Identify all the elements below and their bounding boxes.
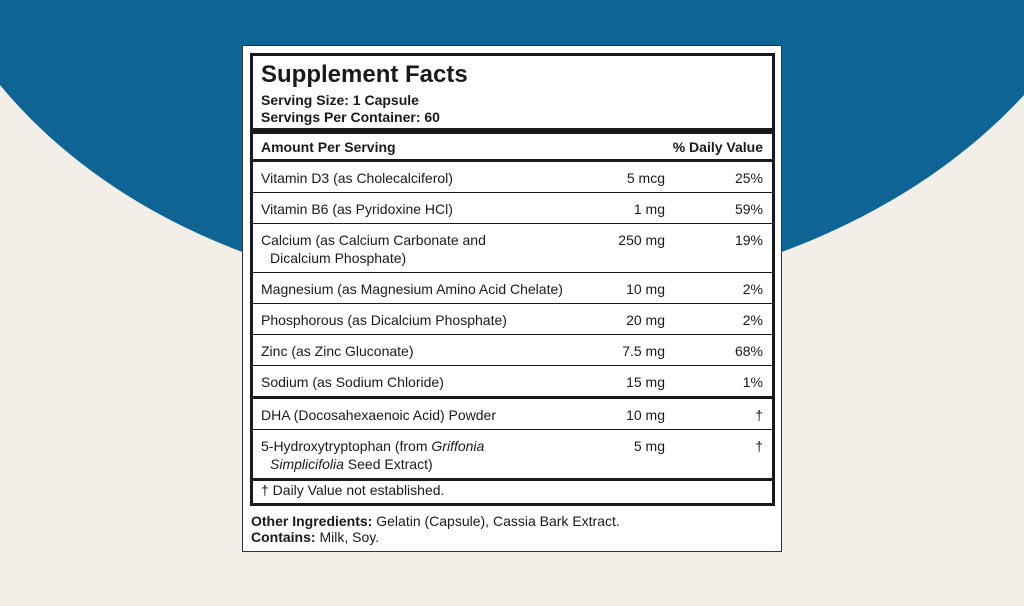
ingredient-name: Zinc (as Zinc Gluconate) [261, 342, 414, 360]
daily-value: 1% [742, 374, 763, 390]
name-italic: Simplicifolia [270, 456, 344, 472]
rule [253, 159, 772, 162]
amount: 10 mg [626, 281, 665, 297]
amount: 7.5 mg [622, 343, 665, 359]
name-italic: Griffonia [431, 438, 485, 454]
row-rule [253, 429, 772, 430]
other-label: Other Ingredients: [251, 513, 373, 529]
name-text: Zinc (as Zinc Gluconate) [261, 343, 414, 359]
name-text: Dicalcium Phosphate) [270, 250, 407, 266]
daily-value: 68% [734, 343, 763, 359]
row-rule [253, 272, 772, 273]
name-text: Seed Extract) [343, 456, 433, 472]
ingredient-name: Vitamin D3 (as Cholecalciferol) [261, 169, 453, 187]
name-text: Calcium (as Calcium Carbonate and [261, 232, 486, 248]
ingredient-name: Calcium (as Calcium Carbonate and [261, 231, 486, 249]
amount: 20 mg [626, 312, 665, 328]
name-text: Magnesium (as Magnesium Amino Acid Chela… [261, 281, 563, 297]
name-text: Sodium (as Sodium Chloride) [261, 374, 444, 390]
thick-rule [253, 396, 772, 399]
serving-size: Serving Size: 1 Capsule [261, 92, 419, 108]
daily-value: 19% [734, 232, 763, 248]
row-rule [253, 303, 772, 304]
row-rule [253, 334, 772, 335]
ingredient-name: Simplicifolia Seed Extract) [270, 455, 433, 473]
ingredient-name: Phosphorous (as Dicalcium Phosphate) [261, 311, 507, 329]
ingredient-name: DHA (Docosahexaenoic Acid) Powder [261, 406, 496, 424]
row-rule [253, 223, 772, 224]
ingredient-name: Vitamin B6 (as Pyridoxine HCl) [261, 200, 453, 218]
amount: 1 mg [633, 201, 665, 217]
daily-value: † [755, 407, 763, 423]
ingredient-name: Magnesium (as Magnesium Amino Acid Chela… [261, 280, 563, 298]
daily-value: 25% [734, 170, 763, 186]
amount: 5 mg [633, 438, 665, 454]
amount: 5 mcg [626, 170, 665, 186]
ingredient-name: Sodium (as Sodium Chloride) [261, 373, 444, 391]
name-text: Vitamin B6 (as Pyridoxine HCl) [261, 201, 453, 217]
contains-text: Milk, Soy. [315, 529, 380, 545]
other-ingredients: Other Ingredients: Gelatin (Capsule), Ca… [251, 512, 620, 530]
amount-header: Amount Per Serving [261, 139, 396, 155]
name-text: Phosphorous (as Dicalcium Phosphate) [261, 312, 507, 328]
amount: 10 mg [626, 407, 665, 423]
name-text: DHA (Docosahexaenoic Acid) Powder [261, 407, 497, 423]
amount: 250 mg [618, 232, 665, 248]
facts-box [250, 53, 775, 506]
daily-value: 2% [742, 281, 763, 297]
daily-value: 2% [742, 312, 763, 328]
title: Supplement Facts [261, 61, 468, 88]
servings-per-container: Servings Per Container: 60 [261, 109, 440, 125]
dv-header: % Daily Value [672, 139, 763, 155]
thick-rule [253, 128, 772, 134]
ingredient-name: Dicalcium Phosphate) [270, 249, 406, 267]
contains-label: Contains: [251, 529, 316, 545]
row-rule [253, 192, 772, 193]
name-text: Vitamin D3 (as Cholecalciferol) [261, 170, 453, 186]
name-text: 5-Hydroxytryptophan (from [261, 438, 432, 454]
row-rule [253, 365, 772, 366]
other-text: Gelatin (Capsule), Cassia Bark Extract. [372, 513, 620, 529]
daily-value: † [755, 438, 763, 454]
daily-value: 59% [734, 201, 763, 217]
contains: Contains: Milk, Soy. [251, 528, 379, 546]
footnote: † Daily Value not established. [261, 482, 445, 498]
amount: 15 mg [626, 374, 665, 390]
thick-rule [253, 478, 772, 481]
ingredient-name: 5-Hydroxytryptophan (from Griffonia [261, 437, 484, 455]
